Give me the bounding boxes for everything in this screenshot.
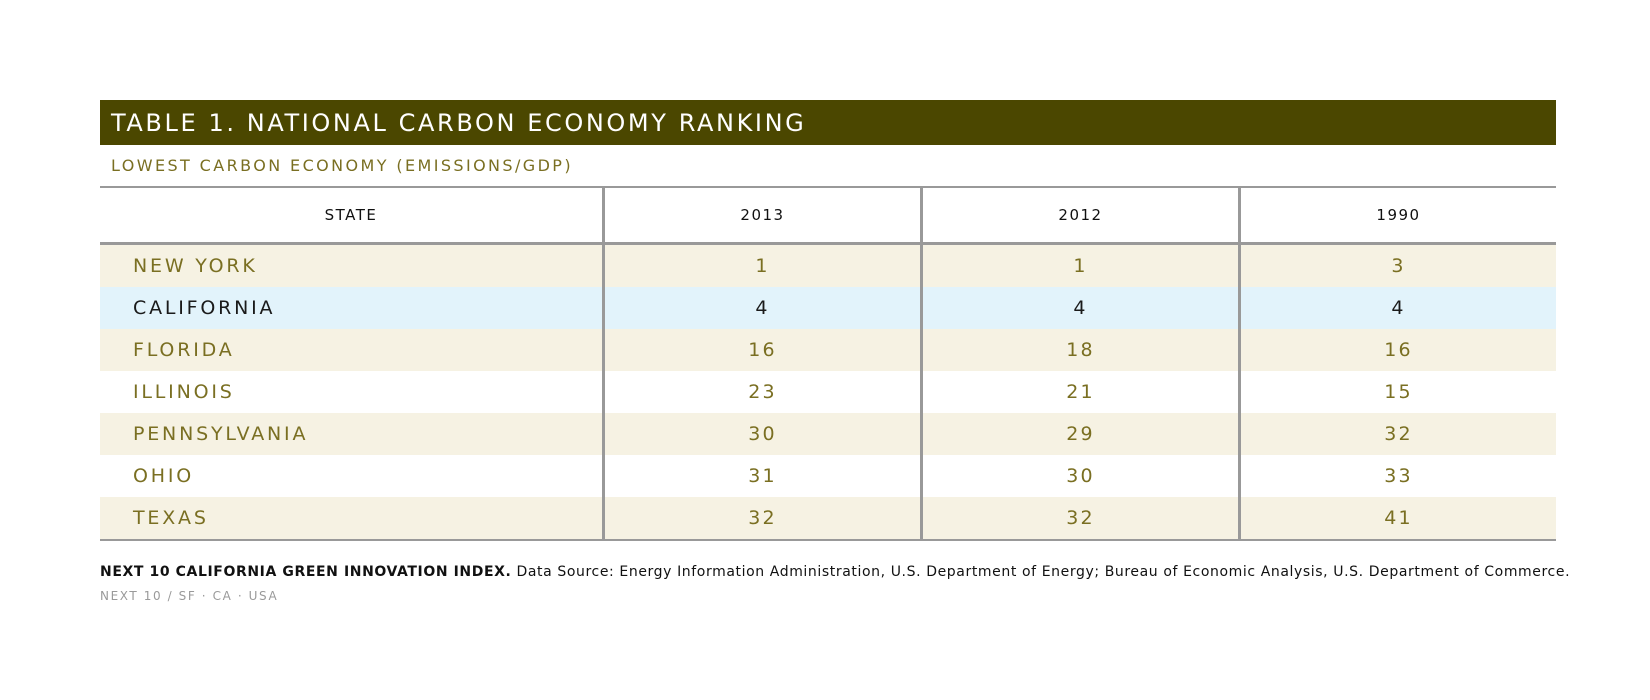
table-row: NEW YORK 1 1 3 bbox=[100, 245, 1556, 287]
rank-2013: 23 bbox=[602, 371, 920, 413]
rank-2013: 4 bbox=[602, 287, 920, 329]
rank-1990: 16 bbox=[1238, 329, 1556, 371]
table-row: TEXAS 32 32 41 bbox=[100, 497, 1556, 539]
rank-2012: 29 bbox=[920, 413, 1238, 455]
table-header-row: STATE 2013 2012 1990 bbox=[100, 188, 1556, 245]
rank-1990: 41 bbox=[1238, 497, 1556, 539]
rank-2013: 31 bbox=[602, 455, 920, 497]
table-title-text: TABLE 1. NATIONAL CARBON ECONOMY RANKING bbox=[111, 108, 807, 137]
state-name: ILLINOIS bbox=[133, 381, 235, 403]
table-row: FLORIDA 16 18 16 bbox=[100, 329, 1556, 371]
header-2012: 2012 bbox=[920, 188, 1238, 242]
state-name: OHIO bbox=[133, 465, 195, 487]
table-row: ILLINOIS 23 21 15 bbox=[100, 371, 1556, 413]
table-row: PENNSYLVANIA 30 29 32 bbox=[100, 413, 1556, 455]
state-name: TEXAS bbox=[133, 507, 209, 529]
header-state: STATE bbox=[324, 206, 378, 224]
state-name: PENNSYLVANIA bbox=[133, 423, 309, 445]
rank-2012: 32 bbox=[920, 497, 1238, 539]
state-name: NEW YORK bbox=[133, 255, 258, 277]
header-2013: 2013 bbox=[602, 188, 920, 242]
source-title: NEXT 10 CALIFORNIA GREEN INNOVATION INDE… bbox=[100, 564, 512, 580]
rank-2013: 1 bbox=[602, 245, 920, 287]
table-title: TABLE 1. NATIONAL CARBON ECONOMY RANKING bbox=[100, 100, 1556, 145]
state-name: FLORIDA bbox=[133, 339, 235, 361]
rank-2013: 30 bbox=[602, 413, 920, 455]
footer-tag: NEXT 10 / SF · CA · USA bbox=[100, 589, 279, 603]
state-name: CALIFORNIA bbox=[133, 297, 276, 319]
table-row: OHIO 31 30 33 bbox=[100, 455, 1556, 497]
rank-2013: 16 bbox=[602, 329, 920, 371]
ranking-table: STATE 2013 2012 1990 NEW YORK 1 1 3 CALI… bbox=[100, 186, 1556, 541]
rank-1990: 4 bbox=[1238, 287, 1556, 329]
rank-1990: 15 bbox=[1238, 371, 1556, 413]
source-text: Data Source: Energy Information Administ… bbox=[511, 564, 1571, 580]
rank-1990: 32 bbox=[1238, 413, 1556, 455]
table-row: CALIFORNIA 4 4 4 bbox=[100, 287, 1556, 329]
header-1990: 1990 bbox=[1238, 188, 1556, 242]
rank-2012: 1 bbox=[920, 245, 1238, 287]
table-subtitle: LOWEST CARBON ECONOMY (EMISSIONS/GDP) bbox=[111, 156, 573, 175]
rank-1990: 33 bbox=[1238, 455, 1556, 497]
rank-2013: 32 bbox=[602, 497, 920, 539]
rank-2012: 21 bbox=[920, 371, 1238, 413]
source-note: NEXT 10 CALIFORNIA GREEN INNOVATION INDE… bbox=[100, 564, 1570, 580]
rank-1990: 3 bbox=[1238, 245, 1556, 287]
rank-2012: 4 bbox=[920, 287, 1238, 329]
rank-2012: 18 bbox=[920, 329, 1238, 371]
rank-2012: 30 bbox=[920, 455, 1238, 497]
